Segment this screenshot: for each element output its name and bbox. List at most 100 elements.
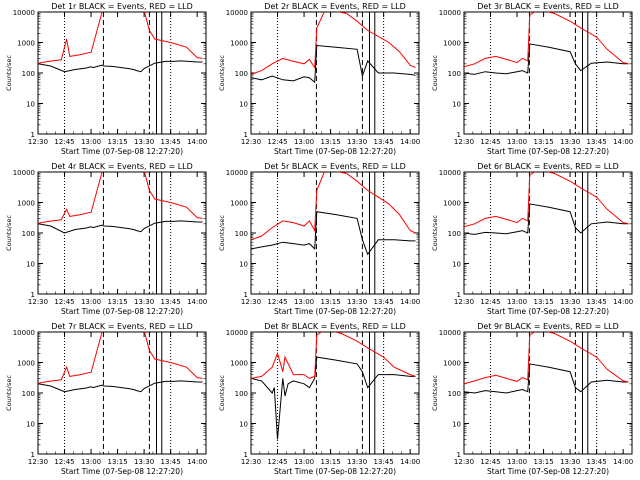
x-tick-label: 12:30 [454,138,474,146]
x-tick-label: 14:00 [400,138,420,146]
y-tick-label: 1 [31,451,35,459]
plot-frame [37,11,207,135]
y-tick-label: 1 [31,131,35,139]
y-tick-label: 1 [457,131,461,139]
x-tick-label: 14:00 [613,458,633,466]
plot-frame [463,11,633,135]
x-tick-label: 13:15 [320,298,340,306]
plot-frame [463,331,633,455]
y-tick-label: 10 [452,261,461,269]
x-tick-label: 13:30 [560,138,580,146]
y-tick-label: 10000 [226,169,248,177]
x-axis-label: Start Time (07-Sep-08 12:27:20) [487,307,609,316]
events-series-line [464,203,629,235]
y-tick-label: 100 [448,390,461,398]
x-tick-label: 13:30 [134,298,154,306]
x-tick-label: 13:00 [81,458,101,466]
detector-panel-7: Det 7r BLACK = Events, RED = LLD 1 10 100 10… [5,322,207,476]
x-tick-label: 14:00 [187,298,207,306]
x-axis-label: Start Time (07-Sep-08 12:27:20) [61,307,183,316]
x-tick-label: 12:30 [241,138,261,146]
y-tick-label: 10000 [226,9,248,17]
x-tick-label: 13:30 [134,138,154,146]
y-tick-label: 1 [244,131,248,139]
panel-title: Det 4r BLACK = Events, RED = LLD [51,162,193,171]
x-axis-label: Start Time (07-Sep-08 12:27:20) [274,147,396,156]
x-tick-label: 12:45 [54,138,74,146]
detector-panel-8: Det 8r BLACK = Events, RED = LLD 1 10 100 10… [218,322,420,476]
detector-panel-2: Det 2r BLACK = Events, RED = LLD 1 10 100 10… [218,2,420,156]
x-tick-label: 12:30 [28,458,48,466]
detector-panel-9: Det 9r BLACK = Events, RED = LLD 1 10 100 10… [431,322,633,476]
lld-series-line [464,172,629,228]
y-tick-label: 1000 [17,40,35,48]
detector-panel-6: Det 6r BLACK = Events, RED = LLD 1 10 100 10… [431,162,633,316]
y-tick-label: 100 [235,70,248,78]
detector-panel-5: Det 5r BLACK = Events, RED = LLD 1 10 100 10… [218,162,420,316]
y-axis-label: Counts/sec [431,215,439,251]
lld-series-line [464,332,629,385]
x-tick-label: 13:00 [507,138,527,146]
y-axis-label: Counts/sec [431,375,439,411]
panel-title: Det 7r BLACK = Events, RED = LLD [51,322,193,331]
y-tick-label: 10 [239,101,248,109]
x-tick-label: 13:30 [560,458,580,466]
x-tick-label: 13:45 [374,138,394,146]
x-tick-label: 13:15 [533,138,553,146]
plot-frame [37,171,207,295]
plot-frame [250,331,420,455]
x-tick-label: 13:45 [161,298,181,306]
events-series-line [251,356,416,440]
x-axis-label: Start Time (07-Sep-08 12:27:20) [61,467,183,476]
x-tick-label: 13:00 [294,298,314,306]
y-tick-label: 10 [239,261,248,269]
y-tick-label: 10 [26,421,35,429]
lld-series-line [464,12,629,68]
x-tick-label: 13:30 [560,298,580,306]
y-tick-label: 10 [26,101,35,109]
x-tick-label: 12:45 [267,138,287,146]
x-tick-label: 13:15 [107,458,127,466]
y-tick-label: 1 [457,451,461,459]
x-axis-label: Start Time (07-Sep-08 12:27:20) [274,467,396,476]
y-tick-label: 100 [22,230,35,238]
x-axis-label: Start Time (07-Sep-08 12:27:20) [487,147,609,156]
y-tick-label: 100 [22,70,35,78]
y-tick-label: 10000 [439,9,461,17]
x-tick-label: 13:15 [107,138,127,146]
y-tick-label: 10000 [226,329,248,337]
x-tick-label: 13:45 [587,458,607,466]
y-tick-label: 10 [239,421,248,429]
panel-title: Det 3r BLACK = Events, RED = LLD [477,2,619,11]
x-tick-label: 14:00 [187,138,207,146]
y-tick-label: 100 [235,390,248,398]
y-tick-label: 10000 [13,329,35,337]
x-tick-label: 14:00 [187,458,207,466]
x-tick-label: 12:30 [454,458,474,466]
events-series-line [38,220,203,234]
panel-title: Det 9r BLACK = Events, RED = LLD [477,322,619,331]
y-tick-label: 100 [448,230,461,238]
y-axis-label: Counts/sec [5,55,13,91]
y-axis-label: Counts/sec [5,375,13,411]
x-tick-label: 12:45 [480,138,500,146]
x-tick-label: 12:30 [28,298,48,306]
x-tick-label: 13:00 [507,458,527,466]
panel-title: Det 2r BLACK = Events, RED = LLD [264,2,406,11]
y-tick-label: 100 [235,230,248,238]
x-tick-label: 13:15 [533,458,553,466]
x-tick-label: 13:45 [374,298,394,306]
events-series-line [251,44,416,84]
x-tick-label: 13:00 [81,138,101,146]
y-tick-label: 10 [452,421,461,429]
y-tick-label: 1000 [230,200,248,208]
x-tick-label: 12:45 [267,458,287,466]
x-tick-label: 13:30 [347,458,367,466]
lld-series-line [251,12,416,75]
x-axis-label: Start Time (07-Sep-08 12:27:20) [61,147,183,156]
events-series-line [464,43,629,75]
y-tick-label: 10 [452,101,461,109]
x-tick-label: 13:30 [347,138,367,146]
panel-title: Det 6r BLACK = Events, RED = LLD [477,162,619,171]
x-tick-label: 14:00 [400,298,420,306]
